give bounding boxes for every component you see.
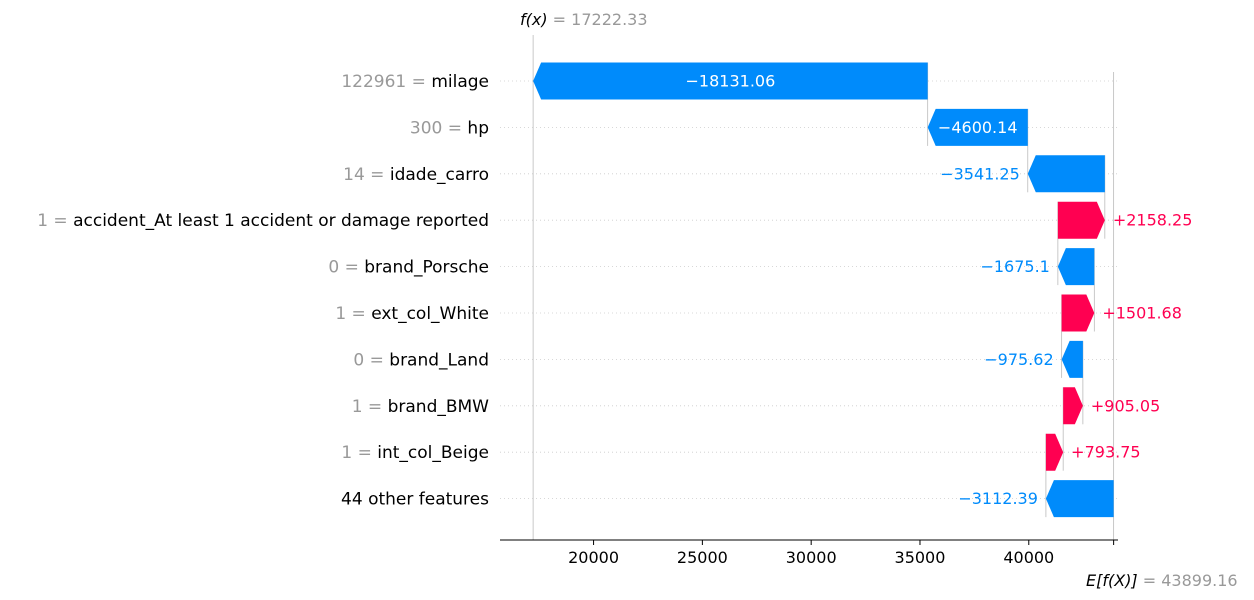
feature-equals: =: [346, 304, 371, 324]
waterfall-bar: [1057, 248, 1095, 286]
feature-label: 1 = int_col_Beige: [341, 443, 489, 463]
waterfall-bar: [1045, 480, 1114, 518]
feature-label: 122961 = milage: [341, 72, 489, 92]
feature-label: 0 = brand_Land: [353, 350, 489, 370]
x-tick-label: 30000: [786, 548, 837, 567]
fx-value: 17222.33: [571, 10, 647, 29]
waterfall-bar: [1027, 155, 1105, 193]
feature-label: 300 = hp: [410, 118, 489, 138]
feature-value: 14: [343, 165, 365, 185]
bar-value-label: +905.05: [1091, 396, 1160, 415]
ex-label: E[f(X)]: [1086, 571, 1138, 590]
x-tick-label: 20000: [568, 548, 619, 567]
x-axis: 20000 25000 30000 35000 40000: [500, 539, 1118, 567]
bar-value-label: −975.62: [984, 350, 1053, 369]
feature-label: 1 = ext_col_White: [335, 304, 489, 324]
waterfall-bar: [1061, 294, 1095, 332]
bar-value-label: −3541.25: [940, 164, 1020, 183]
bar-value-label: +2158.25: [1113, 211, 1193, 230]
feature-name: int_col_Beige: [377, 443, 489, 463]
feature-equals: =: [364, 350, 389, 370]
ex-value: 43899.16: [1161, 571, 1237, 590]
bars: −18131.06 −4600.14 −3541.25 +2158.25 −1675.1…: [533, 62, 1193, 518]
feature-name: 44 other features: [341, 490, 489, 510]
ex-equals: =: [1138, 571, 1162, 590]
bar-value-label: −1675.1: [980, 257, 1049, 276]
bar-value-label: +793.75: [1071, 443, 1140, 462]
feature-value: 1: [37, 211, 48, 231]
waterfall-bar: [1063, 387, 1083, 425]
waterfall-bar: [533, 62, 928, 100]
feature-name: milage: [431, 72, 489, 92]
reference-lines: [532, 35, 1115, 540]
waterfall-bar: [1061, 340, 1083, 378]
feature-label: 1 = accident_At least 1 accident or dama…: [37, 211, 489, 231]
feature-equals: =: [442, 118, 467, 138]
feature-label: 14 = idade_carro: [343, 165, 489, 185]
feature-value: 1: [352, 397, 363, 417]
bar-value-label: −4600.14: [938, 118, 1018, 137]
fx-equals: =: [548, 10, 572, 29]
feature-name: brand_Porsche: [364, 258, 489, 278]
feature-name: ext_col_White: [371, 304, 489, 324]
fx-annotation: f(x) = 17222.33: [520, 10, 648, 29]
feature-name: accident_At least 1 accident or damage r…: [73, 211, 489, 231]
waterfall-bar: [927, 108, 1028, 146]
x-tick-label: 40000: [1003, 548, 1054, 567]
fx-label: f(x): [520, 10, 548, 29]
feature-equals: =: [365, 165, 390, 185]
waterfall-bar: [1057, 201, 1105, 239]
x-tick-label: 35000: [895, 548, 946, 567]
feature-equals: =: [48, 211, 73, 231]
bar-value-label: −3112.39: [958, 489, 1038, 508]
bar-value-label: −18131.06: [686, 72, 776, 91]
feature-name: idade_carro: [390, 165, 489, 185]
feature-value: 1: [341, 443, 352, 463]
expected-value-annotation: E[f(X)] = 43899.16: [1086, 571, 1238, 590]
feature-value: 0: [353, 350, 364, 370]
feature-equals: =: [406, 72, 431, 92]
feature-name: brand_BMW: [388, 397, 490, 417]
feature-equals: =: [363, 397, 388, 417]
x-tick-label: 25000: [677, 548, 728, 567]
feature-value: 0: [328, 258, 339, 278]
feature-name: hp: [467, 118, 489, 138]
feature-name: brand_Land: [389, 350, 489, 370]
waterfall-bar: [1045, 433, 1064, 471]
feature-label: 1 = brand_BMW: [352, 397, 489, 417]
feature-value: 300: [410, 118, 442, 138]
feature-value: 1: [335, 304, 346, 324]
feature-label: 0 = brand_Porsche: [328, 258, 489, 278]
feature-equals: =: [352, 443, 377, 463]
feature-equals: =: [339, 258, 364, 278]
feature-value: 122961: [341, 72, 406, 92]
feature-label: 44 other features: [341, 490, 489, 510]
bar-value-label: +1501.68: [1102, 304, 1182, 323]
